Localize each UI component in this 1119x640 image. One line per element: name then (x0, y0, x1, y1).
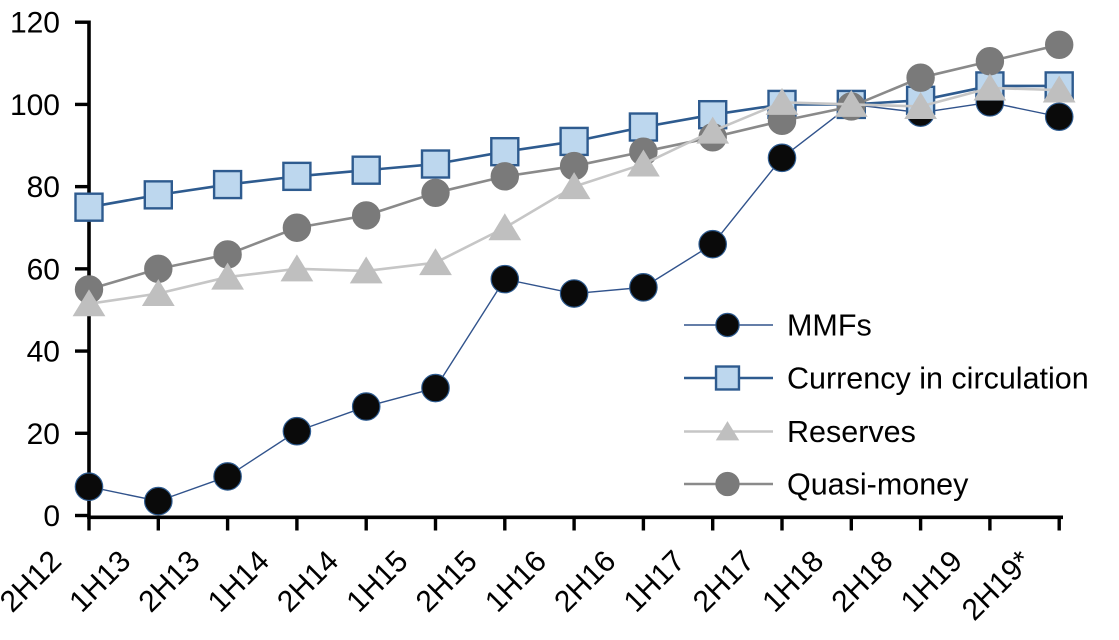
series-marker-reserves (419, 248, 452, 276)
x-axis-tick-label: 2H15 (410, 545, 484, 619)
series-marker-mmfs (629, 273, 658, 302)
series-mmfs (74, 88, 1074, 516)
series-marker-mmfs (144, 486, 173, 516)
series-marker-mmfs (490, 264, 520, 294)
series-marker-currency-in-circulation (490, 136, 520, 167)
axes: 0204060801001202H121H132H131H142H141H152… (0, 7, 1063, 627)
x-axis-tick-label: 1H14 (202, 545, 276, 619)
series-marker-quasi-money (144, 254, 173, 284)
legend-marker-quasi-money (715, 471, 740, 497)
series-marker-reserves (904, 92, 937, 119)
series-marker-reserves (834, 89, 868, 117)
series-marker-quasi-money (282, 213, 312, 242)
series-marker-mmfs (351, 392, 381, 421)
series-marker-reserves (72, 289, 106, 317)
series-marker-reserves (973, 73, 1007, 101)
legend-label-reserves: Reserves (787, 415, 916, 449)
series-marker-currency-in-circulation (559, 126, 589, 157)
legend-entry-currency-in-circulation: Currency in circulation (684, 362, 1089, 396)
series-marker-mmfs (213, 462, 242, 491)
x-axis-tick-label: 2H12 (0, 545, 68, 619)
legend: MMFs Currency in circulation Reserves Quasi… (684, 309, 1089, 502)
series-marker-mmfs (698, 229, 727, 259)
series-marker-reserves (211, 262, 244, 290)
x-axis-tick-label: 1H19 (895, 545, 969, 619)
series-marker-mmfs (74, 472, 104, 502)
y-axis-tick-label: 60 (27, 253, 60, 286)
series-marker-quasi-money (906, 63, 935, 92)
series-marker-quasi-money (1045, 30, 1074, 60)
series-marker-currency-in-circulation (212, 169, 243, 200)
x-axis-tick-label: 1H17 (618, 545, 692, 619)
x-axis-tick-label: 1H15 (340, 545, 414, 619)
series-reserves (72, 73, 1076, 317)
series-marker-reserves (696, 116, 730, 144)
legend-label-mmfs: MMFs (787, 309, 872, 343)
x-axis-tick-label: 2H19* (956, 544, 1039, 627)
series-marker-reserves (280, 254, 314, 282)
x-axis-tick-label: 2H17 (687, 545, 761, 619)
series-quasi-money (74, 30, 1074, 304)
series-marker-reserves (765, 87, 799, 115)
series-marker-quasi-money (490, 162, 519, 191)
x-axis-tick-label: 1H16 (479, 545, 553, 619)
legend-marker-mmfs (715, 312, 740, 338)
y-axis-tick-label: 40 (27, 336, 60, 369)
x-axis-tick-label: 2H14 (271, 545, 345, 619)
series-marker-mmfs (421, 373, 450, 403)
series-marker-reserves (349, 256, 383, 284)
series-marker-mmfs (767, 143, 797, 173)
series-marker-reserves (141, 279, 175, 307)
x-axis-tick-label: 2H18 (826, 545, 900, 619)
series-marker-quasi-money (975, 47, 1005, 76)
series-marker-currency-in-circulation (143, 180, 174, 210)
series-marker-reserves (627, 149, 660, 177)
series-marker-currency-in-circulation (351, 155, 381, 185)
series-marker-reserves (557, 172, 591, 200)
x-axis-tick-label: 1H13 (63, 545, 137, 619)
x-axis-tick-label: 1H18 (756, 545, 830, 619)
series-marker-mmfs (282, 416, 312, 446)
series-marker-mmfs (559, 279, 589, 308)
legend-label-quasi-money: Quasi-money (787, 468, 969, 502)
series-marker-reserves (1042, 75, 1076, 103)
series-marker-currency-in-circulation (282, 161, 312, 192)
series-marker-mmfs (1044, 102, 1074, 132)
legend-entry-mmfs: MMFs (684, 309, 872, 343)
y-axis-tick-label: 100 (10, 89, 60, 122)
series-marker-quasi-money (352, 201, 381, 230)
y-axis-tick-label: 0 (43, 500, 60, 533)
series-marker-currency-in-circulation (74, 192, 104, 222)
legend-entry-quasi-money: Quasi-money (684, 468, 969, 502)
legend-label-currency-in-circulation: Currency in circulation (787, 362, 1089, 396)
series-marker-quasi-money (421, 178, 450, 207)
x-axis-tick-label: 2H13 (133, 545, 207, 619)
legend-marker-currency-in-circulation (714, 365, 741, 391)
y-axis-tick-label: 120 (10, 7, 60, 40)
y-axis-tick-label: 20 (27, 418, 60, 451)
y-axis-tick-label: 80 (27, 171, 60, 204)
legend-entry-reserves: Reserves (684, 415, 916, 449)
series-marker-reserves (488, 213, 522, 241)
x-axis-tick-label: 2H16 (548, 545, 622, 619)
legend-marker-reserves (715, 421, 740, 441)
series-marker-currency-in-circulation (628, 112, 659, 142)
series-marker-currency-in-circulation (420, 149, 451, 179)
